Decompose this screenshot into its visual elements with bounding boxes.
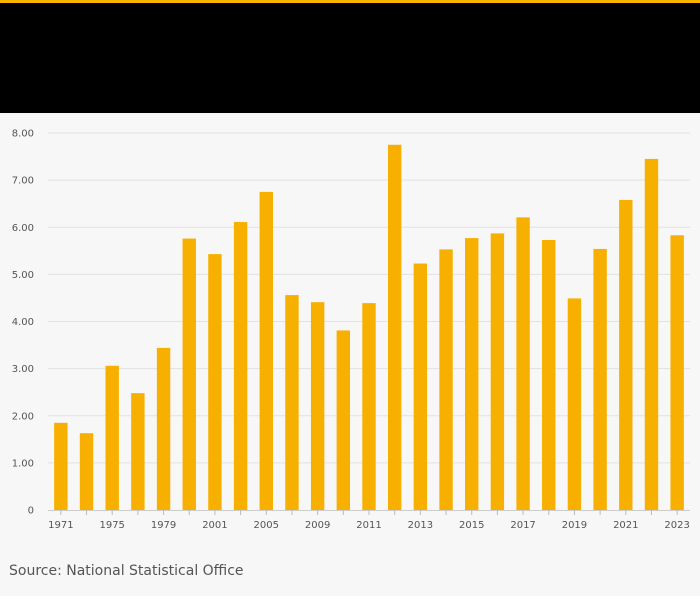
bar-chart: 0 1.00 2.00 3.00 4.00 5.00 6.00 7.00 8.00 1971 197… bbox=[12, 129, 690, 531]
x-tick-label: 2013 bbox=[408, 520, 433, 531]
x-tick-label: 2001 bbox=[202, 520, 227, 531]
bar bbox=[593, 248, 607, 511]
x-tick-label: 2005 bbox=[254, 520, 279, 531]
x-tick-label: 2023 bbox=[664, 520, 689, 531]
bar bbox=[233, 222, 248, 510]
y-tick-label: 8.00 bbox=[12, 129, 34, 140]
x-tick-label: 2015 bbox=[459, 520, 484, 531]
header-band bbox=[0, 3, 700, 113]
x-tick-label: 1975 bbox=[99, 520, 124, 531]
x-tick-label: 2011 bbox=[356, 520, 381, 531]
y-tick-label: 2.00 bbox=[12, 411, 34, 422]
bar bbox=[310, 302, 325, 510]
bar bbox=[619, 199, 633, 510]
x-tick-label: 1971 bbox=[48, 520, 73, 531]
bar bbox=[465, 238, 479, 510]
y-tick-label: 4.00 bbox=[12, 317, 34, 328]
bar bbox=[387, 144, 402, 510]
bar bbox=[516, 217, 530, 510]
bar bbox=[156, 347, 171, 510]
x-tick-label: 2017 bbox=[510, 520, 535, 531]
bar bbox=[208, 254, 222, 510]
bar bbox=[182, 238, 196, 510]
y-tick-label: 3.00 bbox=[12, 364, 34, 375]
bar bbox=[670, 235, 684, 510]
bar bbox=[362, 303, 376, 510]
bar bbox=[131, 393, 145, 510]
bar bbox=[542, 239, 556, 510]
bar bbox=[644, 158, 659, 510]
y-tick-label: 6.00 bbox=[12, 223, 34, 234]
y-tick-label: 1.00 bbox=[12, 458, 34, 469]
bar bbox=[285, 295, 299, 510]
bar bbox=[490, 233, 505, 510]
bar bbox=[413, 263, 428, 510]
bar bbox=[567, 298, 582, 510]
bar bbox=[54, 422, 68, 510]
x-tick-label: 1979 bbox=[151, 520, 176, 531]
y-tick-label: 7.00 bbox=[12, 176, 34, 187]
y-tick-label: 5.00 bbox=[12, 270, 34, 281]
bar bbox=[259, 191, 273, 510]
x-tick-label: 2019 bbox=[562, 520, 587, 531]
chart-area: 0 1.00 2.00 3.00 4.00 5.00 6.00 7.00 8.00 1971 197… bbox=[0, 113, 700, 553]
bar bbox=[439, 249, 453, 510]
bar bbox=[336, 330, 351, 510]
accent-line bbox=[0, 0, 700, 3]
x-tick-label: 2021 bbox=[613, 520, 638, 531]
y-tick-label: 0 bbox=[28, 506, 34, 517]
bar bbox=[105, 365, 119, 510]
x-tick-label: 2009 bbox=[305, 520, 330, 531]
source-note: Source: National Statistical Office bbox=[9, 563, 244, 579]
bar bbox=[79, 433, 94, 510]
